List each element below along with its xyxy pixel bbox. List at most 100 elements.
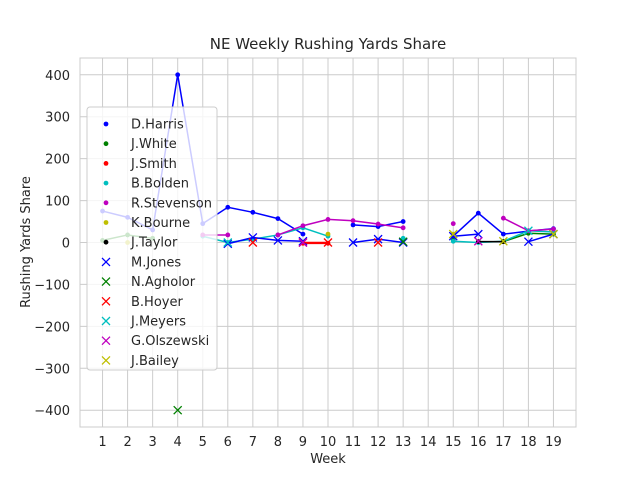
series-g-olszewski [298,236,483,247]
legend-marker [101,336,111,346]
x-tick-label: 9 [299,435,307,450]
legend-label: R.Stevenson [131,196,212,211]
legend-box [86,106,218,371]
y-tick-label: −200 [34,320,70,335]
data-point [400,219,406,224]
legend-marker [103,121,109,127]
series-line [202,227,329,244]
data-point [450,221,456,227]
legend-marker [103,220,109,225]
series-line [453,233,479,237]
legend-marker [103,141,109,147]
legend-marker [101,316,111,326]
legend-label: G.Olszewski [131,334,209,349]
data-point [373,238,383,247]
data-point [523,226,533,236]
y-tick-label: 300 [45,111,70,126]
data-point [373,234,383,244]
legend-marker [103,239,109,245]
data-point [398,237,408,247]
data-point [323,238,333,247]
x-tick-label: 8 [274,435,282,450]
data-point [298,238,308,247]
y-tick-label: −300 [34,362,70,377]
data-point [325,231,331,237]
data-point [300,231,306,237]
data-point [325,217,331,222]
x-tick-label: 19 [545,435,562,450]
data-point [225,232,231,238]
series-j-bailey [448,229,558,246]
data-point [500,215,506,221]
legend: D.Harris J.White J.Smith B.Bolden R.Stevenso… [86,106,218,371]
legend-marker [103,200,109,206]
data-point [551,226,556,232]
series-line [528,233,554,243]
data-point [275,232,281,238]
legend-label: N.Agholor [131,275,196,290]
x-tick-label: 7 [249,435,257,450]
x-tick-label: 10 [320,435,337,450]
chart-title: NE Weekly Rushing Yards Share [210,35,447,53]
data-point [225,204,231,210]
x-tick-label: 2 [123,435,131,450]
legend-label: B.Hoyer [131,295,183,310]
series-layer [100,72,558,415]
x-axis-label: Week [310,452,346,467]
legend-label: J.Smith [130,157,177,172]
plot-frame [79,57,577,428]
legend-label: J.Bailey [130,354,179,369]
data-point [448,231,458,241]
series-j-meyers [223,226,533,247]
data-point [375,221,381,227]
legend-marker [101,257,111,267]
series-line [227,236,303,245]
y-tick-label: −100 [34,278,70,293]
y-tick-label: 400 [45,69,70,84]
x-tick-label: 12 [370,435,387,450]
data-point [350,222,356,228]
data-point [273,235,283,245]
data-point [250,209,256,215]
data-point [523,237,533,247]
x-tick-label: 16 [470,435,487,450]
series-n-agholor [173,237,408,415]
data-point [500,231,506,237]
data-point [348,238,358,247]
data-point [248,238,258,247]
y-tick-labels: −400 −300 −200 −100 0 100 200 300 400 [34,69,70,419]
x-tick-label: 17 [495,435,512,450]
x-tick-label: 1 [98,435,106,450]
data-point [173,405,183,415]
data-point [223,238,233,247]
x-tick-label: 3 [149,435,157,450]
data-point [350,218,356,224]
y-axis-label: Rushing Yards Share [19,176,34,308]
data-point [298,236,308,246]
data-point [548,229,558,239]
x-tick-label: 5 [199,435,207,450]
legend-label: K.Bourne [131,216,190,231]
legend-marker [101,355,111,365]
series-line [277,218,404,236]
x-tick-label: 6 [224,435,232,450]
data-point [400,225,406,231]
legend-label: J.Taylor [130,236,178,251]
data-point [450,238,456,244]
x-tick-label: 11 [345,435,362,450]
data-point [473,229,483,239]
data-point [275,216,281,221]
x-tick-label: 13 [395,435,412,450]
y-tick-label: −400 [34,404,70,419]
legend-marker [103,180,109,186]
legend-label: M.Jones [131,255,181,270]
y-tick-label: 200 [45,153,70,168]
data-point [175,72,181,78]
legend-marker [103,161,109,166]
legend-label: J.White [130,137,177,152]
x-tick-label: 15 [445,435,462,450]
data-point [498,236,508,246]
data-point [473,236,483,246]
legend-marker [101,277,111,287]
